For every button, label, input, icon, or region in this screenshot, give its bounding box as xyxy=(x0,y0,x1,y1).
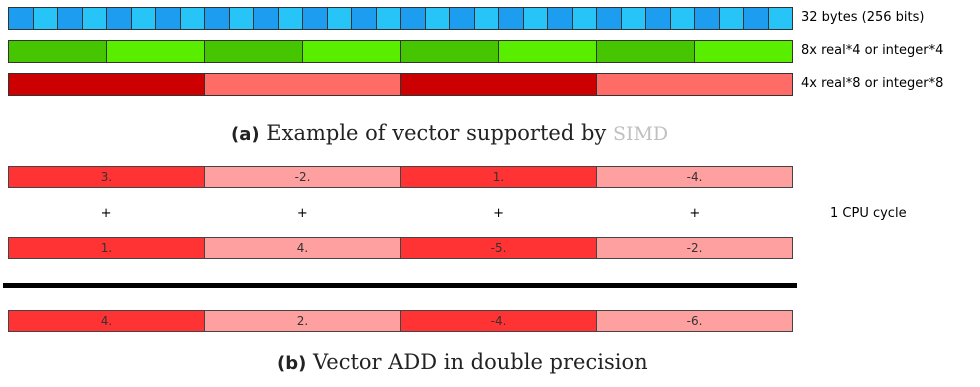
bar-segment xyxy=(695,41,792,62)
bar-segment xyxy=(401,41,499,62)
bar-segment xyxy=(499,41,597,62)
bar-segment xyxy=(303,8,328,29)
bar-segment xyxy=(621,8,646,29)
bar-segment xyxy=(376,8,401,29)
vector-1-cell: 1. xyxy=(401,167,597,187)
bar-segment xyxy=(523,8,548,29)
vector-1-cell: -4. xyxy=(597,167,792,187)
bar-segment xyxy=(254,8,279,29)
bytes-bar xyxy=(8,7,793,30)
bar-segment xyxy=(597,74,792,95)
bar-segment xyxy=(107,8,132,29)
vector-2-cell: 1. xyxy=(9,238,205,258)
vector-2: 1. 4. -5. -2. xyxy=(8,237,793,259)
bar-segment xyxy=(303,41,401,62)
bar-segment xyxy=(229,8,254,29)
bar-segment xyxy=(278,8,303,29)
bar-segment xyxy=(401,74,597,95)
bar-segment xyxy=(597,8,622,29)
vector-2-cell: -5. xyxy=(401,238,597,258)
vector-2-cell: 4. xyxy=(205,238,401,258)
bar-segment xyxy=(352,8,377,29)
result-cell: 2. xyxy=(205,311,401,331)
caption-b-text: Vector ADD in double precision xyxy=(313,350,648,374)
real4-label: 8x real*4 or integer*4 xyxy=(801,43,944,58)
bar-segment xyxy=(58,8,83,29)
caption-a-text: Example of vector supported by xyxy=(266,121,607,145)
bar-segment xyxy=(9,8,34,29)
plus-sign: + xyxy=(493,206,505,221)
bar-segment xyxy=(670,8,695,29)
caption-b-tag: (b) xyxy=(277,353,307,374)
bar-segment xyxy=(205,74,401,95)
vector-1-cell: 3. xyxy=(9,167,205,187)
bar-segment xyxy=(768,8,792,29)
vector-2-cell: -2. xyxy=(597,238,792,258)
result-cell: -6. xyxy=(597,311,792,331)
bar-segment xyxy=(82,8,107,29)
plus-operators: + + + + xyxy=(8,204,793,224)
caption-a: (a) Example of vector supported by SIMD xyxy=(231,121,668,145)
bar-segment xyxy=(33,8,58,29)
bar-segment xyxy=(450,8,475,29)
bar-segment xyxy=(401,8,426,29)
vector-1-cell: -2. xyxy=(205,167,401,187)
real8-bar xyxy=(8,73,793,96)
cpu-cycle-label: 1 CPU cycle xyxy=(830,206,907,221)
bar-segment xyxy=(719,8,744,29)
bar-segment xyxy=(744,8,769,29)
caption-a-tag: (a) xyxy=(231,124,260,145)
bar-segment xyxy=(695,8,720,29)
result-cell: -4. xyxy=(401,311,597,331)
bar-segment xyxy=(9,74,205,95)
plus-sign: + xyxy=(100,206,112,221)
bar-segment xyxy=(499,8,524,29)
bytes-label: 32 bytes (256 bits) xyxy=(801,10,925,25)
bar-segment xyxy=(205,8,230,29)
real8-label: 4x real*8 or integer*8 xyxy=(801,76,944,91)
sum-rule xyxy=(3,283,797,288)
bar-segment xyxy=(107,41,205,62)
caption-a-acronym: SIMD xyxy=(612,123,669,145)
result-cell: 4. xyxy=(9,311,205,331)
vector-1: 3. -2. 1. -4. xyxy=(8,166,793,188)
bar-segment xyxy=(131,8,156,29)
caption-b: (b) Vector ADD in double precision xyxy=(277,350,648,374)
plus-sign: + xyxy=(296,206,308,221)
plus-sign: + xyxy=(689,206,701,221)
bar-segment xyxy=(156,8,181,29)
bar-segment xyxy=(646,8,671,29)
real4-bar xyxy=(8,40,793,63)
bar-segment xyxy=(548,8,573,29)
bar-segment xyxy=(474,8,499,29)
bar-segment xyxy=(9,41,107,62)
bar-segment xyxy=(572,8,597,29)
bar-segment xyxy=(425,8,450,29)
bar-segment xyxy=(597,41,695,62)
bar-segment xyxy=(180,8,205,29)
bar-segment xyxy=(205,41,303,62)
result-vector: 4. 2. -4. -6. xyxy=(8,310,793,332)
bar-segment xyxy=(327,8,352,29)
